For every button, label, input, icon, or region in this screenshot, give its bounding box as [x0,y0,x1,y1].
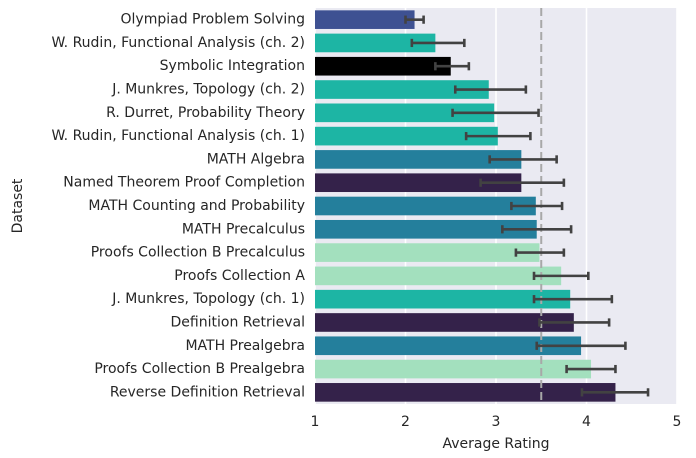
bar-13 [315,313,574,332]
errorbar-13 [538,318,611,327]
category-label-13: Definition Retrieval [171,314,305,330]
bar-5 [315,126,498,146]
errorbar-5 [464,132,532,141]
x-tick-label-5: 5 [673,414,682,430]
errorbar-8 [510,201,564,211]
category-label-6: MATH Algebra [207,151,305,167]
errorbar-11 [532,271,590,280]
errorbar-9 [501,225,573,234]
category-label-4: R. Durret, Probability Theory [106,105,305,121]
y-axis-title: Dataset [10,178,26,233]
category-label-8: MATH Counting and Probability [88,198,305,214]
category-label-11: Proofs Collection A [174,268,305,284]
category-label-14: MATH Prealgebra [185,338,305,354]
category-label-1: W. Rudin, Functional Analysis (ch. 2) [51,35,305,51]
bar-12 [315,289,571,309]
errorbar-1 [410,38,466,48]
errorbar-7 [479,178,566,187]
bar-4 [315,103,495,123]
bar-9 [315,219,537,239]
category-label-3: J. Munkres, Topology (ch. 2) [111,82,305,98]
errorbar-10 [514,248,566,257]
errorbar-2 [434,62,471,71]
errorbar-14 [535,341,627,350]
bar-2 [315,56,451,76]
category-label-10: Proofs Collection B Precalculus [91,245,305,261]
x-tick-layer: 1 2 3 4 5 [311,414,682,430]
bar-0 [315,10,415,29]
category-label-layer: Olympiad Problem Solving W. Rudin, Functi… [51,12,305,401]
errorbar-16 [580,388,650,397]
category-label-12: J. Munkres, Topology (ch. 1) [111,291,305,307]
category-label-16: Reverse Definition Retrieval [110,384,305,400]
bar-8 [315,196,536,216]
x-axis-title: Average Rating [442,436,549,452]
category-label-5: W. Rudin, Functional Analysis (ch. 1) [51,128,305,144]
bar-3 [315,80,489,99]
x-tick-label-4: 4 [582,414,591,430]
bar-layer [315,10,616,402]
category-label-15: Proofs Collection B Prealgebra [94,361,305,377]
bar-10 [315,243,540,262]
errorbar-6 [488,155,558,164]
bar-7 [315,173,522,193]
category-label-0: Olympiad Problem Solving [121,12,306,28]
bar-1 [315,33,436,53]
x-tick-label-1: 1 [311,414,320,430]
errorbar-0 [404,15,425,24]
bar-16 [315,383,616,402]
errorbar-15 [565,364,617,374]
errorbar-4 [451,108,540,117]
bar-14 [315,336,582,356]
x-tick-label-2: 2 [401,414,410,430]
errorbar-layer [404,15,650,397]
errorbar-12 [532,295,614,304]
bar-11 [315,266,562,286]
errorbar-3 [453,85,528,94]
bar-15 [315,359,592,379]
bar-6 [315,150,522,169]
category-label-9: MATH Precalculus [182,221,305,237]
category-label-2: Symbolic Integration [160,58,305,74]
x-tick-label-3: 3 [492,414,501,430]
category-label-7: Named Theorem Proof Completion [63,175,305,191]
